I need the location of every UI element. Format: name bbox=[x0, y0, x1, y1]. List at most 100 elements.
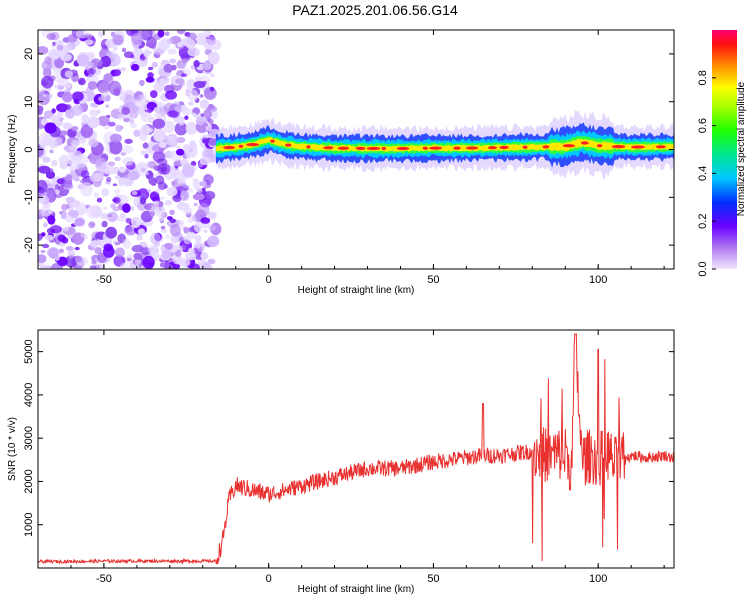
spectrogram-noise-blob bbox=[148, 177, 157, 186]
spectrogram-noise-blob bbox=[87, 54, 93, 59]
spectrogram-noise-blob bbox=[157, 30, 165, 38]
spectrogram-ridge-peak bbox=[396, 146, 410, 151]
spectrogram-noise-blob bbox=[192, 193, 205, 201]
spectrogram-noise-blob bbox=[144, 153, 149, 159]
spectrogram-noise-blob bbox=[114, 247, 125, 258]
spectrogram-noise-blob bbox=[176, 60, 187, 69]
spectrogram-noise-blob bbox=[176, 30, 186, 35]
spectrogram-noise-blob bbox=[187, 89, 199, 102]
snr-y-tick-label: 2000 bbox=[23, 469, 35, 493]
colorbar-tick-label: 0.4 bbox=[697, 166, 709, 181]
spectrogram-noise-blob bbox=[158, 216, 164, 222]
colorbar-gradient bbox=[712, 30, 737, 269]
snr-x-tick-label: 50 bbox=[427, 573, 439, 585]
spectrogram-noise-blob bbox=[153, 106, 161, 113]
spectrogram-noise-blob bbox=[123, 117, 130, 123]
spectrogram-noise-blob bbox=[204, 30, 212, 38]
spectrogram-noise-blob bbox=[155, 211, 165, 218]
spectrogram-noise-blob bbox=[54, 84, 59, 89]
spectrogram-noise-blob bbox=[78, 136, 87, 144]
spectrogram-noise-blob bbox=[187, 218, 194, 223]
spectrogram-noise-blob bbox=[85, 66, 90, 71]
spectrogram-noise-blob bbox=[151, 61, 158, 68]
spectrogram-noise-blob bbox=[179, 236, 185, 242]
spectrogram-noise-blob bbox=[74, 256, 82, 263]
spectrogram-noise-blob bbox=[139, 54, 146, 61]
spectrogram-noise-blob bbox=[113, 46, 118, 51]
spectrogram-noise-blob bbox=[102, 206, 108, 210]
spectrogram-noise-blob bbox=[193, 60, 200, 68]
spectrogram-noise-blob bbox=[201, 62, 212, 70]
spectrogram-noise-blob bbox=[164, 242, 174, 250]
spectrogram-noise-blob bbox=[181, 104, 187, 111]
spectrogram-noise-blob bbox=[117, 194, 129, 206]
spectrogram-noise-blob bbox=[74, 178, 80, 182]
spectrogram-noise-blob bbox=[73, 62, 79, 67]
spectrogram-noise-blob bbox=[98, 31, 105, 37]
colorbar-ticks: 0.0 0.2 0.4 0.6 0.8 bbox=[697, 70, 716, 277]
spectrogram-noise-blob bbox=[152, 150, 166, 163]
spectrogram-noise-blob bbox=[165, 234, 170, 240]
colorbar-tick-label: 0.2 bbox=[697, 214, 709, 229]
spectrogram-noise-blob bbox=[188, 226, 194, 233]
spectrogram-noise-blob bbox=[193, 242, 201, 249]
spectrogram-noise-blob bbox=[88, 221, 96, 229]
spectrogram-noise-blob bbox=[169, 58, 177, 64]
spectrogram-ridge-peak bbox=[488, 146, 497, 150]
spectrogram-noise-blob bbox=[169, 224, 181, 237]
snr-x-ticks: -50 0 50 100 bbox=[37, 330, 665, 585]
spectrogram-noise-blob bbox=[145, 42, 151, 47]
spectrogram-noise-blob bbox=[139, 79, 145, 87]
spectrogram-noise-blob bbox=[120, 67, 127, 72]
spectrogram-noise-blob bbox=[42, 243, 50, 249]
spectrogram-noise-blob bbox=[105, 226, 117, 239]
spectrogram-noise-blob bbox=[200, 180, 207, 187]
spectrogram-noise-blob bbox=[57, 78, 70, 87]
spectrogram-noise-blob bbox=[207, 211, 217, 220]
spectrogram-noise-blob bbox=[54, 184, 60, 191]
snr-frame bbox=[37, 329, 675, 569]
spectrogram-noise-blob bbox=[91, 260, 97, 265]
spectrogram-noise-blob bbox=[57, 234, 66, 242]
chart-title: PAZ1.2025.201.06.56.G14 bbox=[292, 2, 458, 18]
spectrogram-noise-blob bbox=[199, 156, 211, 166]
spectrogram-noise-blob bbox=[154, 112, 163, 119]
spectrogram-noise-blob bbox=[80, 170, 90, 179]
spectrogram-noise-blob bbox=[118, 177, 127, 186]
spectrogram-noise-blob bbox=[203, 108, 213, 119]
spectrogram-noise-blob bbox=[76, 54, 90, 67]
spectrogram-noise-blob bbox=[59, 242, 66, 247]
spectrogram-noise-blob bbox=[178, 119, 185, 126]
spectrogram-noise-blob bbox=[150, 90, 158, 99]
spectrogram-noise-blob bbox=[176, 202, 190, 211]
spectrogram-ridge-peak bbox=[465, 146, 479, 150]
spectrogram-noise-blob bbox=[200, 252, 209, 260]
spectrogram-noise-blob bbox=[192, 107, 201, 115]
spectrogram-noise-blob bbox=[183, 236, 191, 245]
spectrogram-noise-blob bbox=[42, 67, 52, 78]
spectrogram-ridge-peak bbox=[366, 146, 381, 151]
spectrogram-noise-blob bbox=[46, 33, 56, 41]
spectrogram-noise-blob bbox=[59, 130, 68, 136]
spectrogram-noise-blob bbox=[99, 213, 107, 218]
spectrogram-noise-blob bbox=[176, 41, 184, 48]
spectrogram-noise-blob bbox=[202, 122, 209, 127]
spectrogram-noise-blob bbox=[127, 170, 140, 181]
spectrogram-noise-blob bbox=[40, 249, 46, 254]
spectrogram-noise-blob bbox=[137, 108, 145, 115]
spectrogram-noise-blob bbox=[74, 246, 80, 251]
spectrogram-ridge-peak bbox=[323, 146, 334, 150]
spectrogram-noise-blob bbox=[104, 145, 110, 152]
spectrogram-noise-blob bbox=[163, 264, 174, 269]
spectrogram-x-tick-label: -50 bbox=[96, 274, 112, 286]
spectrogram-noise-blob bbox=[68, 165, 76, 172]
spectrogram-ridge-peak bbox=[655, 145, 666, 149]
spectrogram-noise-blob bbox=[114, 242, 121, 246]
spectrogram-ridge-peak bbox=[522, 145, 528, 149]
colorbar-tick-label: 0.6 bbox=[697, 118, 709, 133]
spectrogram-y-axis-title: Frequency (Hz) bbox=[7, 115, 18, 184]
snr-y-tick-label: 1000 bbox=[23, 512, 35, 536]
spectrogram-noise-blob bbox=[158, 78, 167, 86]
spectrogram-noise-blob bbox=[56, 111, 63, 117]
spectrogram-noise-blob bbox=[107, 214, 112, 218]
